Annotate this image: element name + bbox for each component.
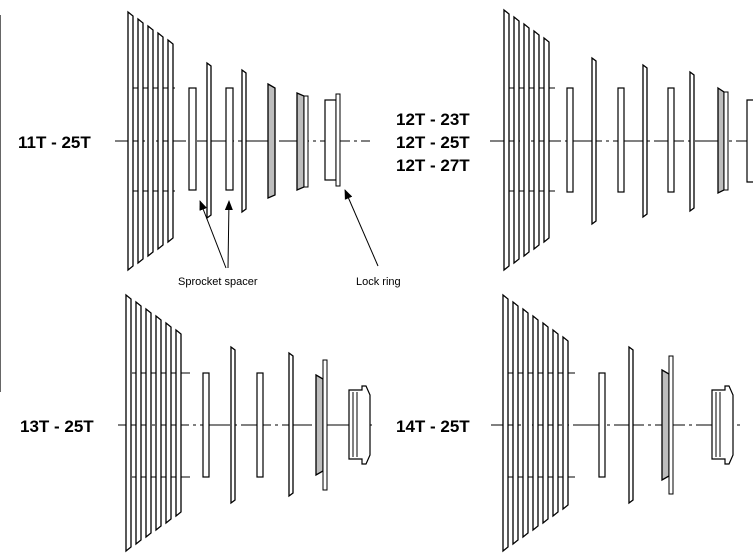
sprocket-ring-shaded bbox=[717, 86, 725, 195]
sprocket-ring bbox=[157, 31, 164, 251]
sprocket-ring bbox=[543, 36, 550, 244]
lock-ring-lip bbox=[335, 93, 341, 187]
sprocket-ring bbox=[522, 307, 529, 539]
panel-12t: 12T - 23T 12T - 25T 12T - 27T bbox=[396, 8, 753, 272]
sprocket-ring bbox=[642, 63, 648, 219]
lock-ring bbox=[324, 99, 337, 181]
sprocket-ring bbox=[322, 359, 328, 491]
sprocket-stack bbox=[125, 293, 371, 553]
sprocket-ring bbox=[542, 321, 549, 525]
callout-arrow bbox=[199, 200, 227, 269]
sprocket-spacer bbox=[598, 372, 606, 478]
range-label: 12T - 23T bbox=[396, 110, 470, 129]
panel-14t-25t: 14T - 25T bbox=[396, 293, 740, 553]
lock-ring-label: Lock ring bbox=[356, 276, 401, 288]
sprocket-ring bbox=[125, 293, 132, 553]
sprocket-stack bbox=[127, 10, 341, 272]
sprocket-spacer bbox=[256, 372, 264, 478]
sprocket-ring bbox=[206, 61, 212, 220]
sprocket-ring bbox=[175, 328, 182, 518]
sprocket-ring bbox=[165, 321, 172, 525]
sprocket-ring bbox=[552, 328, 559, 518]
sprocket-spacer bbox=[225, 87, 234, 191]
lock-ring bbox=[746, 99, 753, 183]
sprocket-ring bbox=[503, 8, 510, 272]
sprocket-ring bbox=[230, 345, 236, 505]
sprocket-ring bbox=[303, 95, 309, 188]
sprocket-ring bbox=[532, 314, 539, 532]
sprocket-ring bbox=[628, 345, 634, 505]
sprocket-ring bbox=[523, 22, 530, 258]
sprocket-spacer-label: Sprocket spacer bbox=[178, 276, 258, 288]
range-label: 14T - 25T bbox=[396, 417, 470, 436]
sprocket-spacer bbox=[667, 87, 675, 193]
sprocket-ring bbox=[137, 17, 144, 265]
sprocket-ring bbox=[288, 351, 294, 498]
sprocket-ring-shaded bbox=[315, 373, 324, 477]
range-label: 12T - 27T bbox=[396, 156, 470, 175]
sprocket-ring bbox=[668, 355, 674, 495]
sprocket-ring bbox=[147, 24, 154, 258]
sprocket-stack bbox=[502, 293, 734, 553]
sprocket-ring bbox=[135, 300, 142, 546]
sprocket-ring-shaded bbox=[661, 368, 670, 482]
lock-ring bbox=[348, 385, 371, 465]
sprocket-ring bbox=[241, 68, 247, 214]
sprocket-ring bbox=[533, 29, 540, 251]
callout-arrow bbox=[224, 200, 233, 269]
sprocket-spacer bbox=[617, 87, 625, 193]
sprocket-ring bbox=[723, 91, 729, 191]
sprocket-ring bbox=[689, 70, 695, 213]
panel-11t-25t: 11T - 25T Sprocket spacer Lock ring bbox=[18, 10, 401, 288]
sprocket-ring bbox=[127, 10, 134, 272]
sprocket-ring bbox=[145, 307, 152, 539]
sprocket-ring bbox=[512, 300, 519, 546]
sprocket-ring bbox=[502, 293, 509, 553]
range-label: 12T - 25T bbox=[396, 133, 470, 152]
sprocket-spacer bbox=[202, 372, 210, 478]
sprocket-ring-shaded bbox=[267, 82, 276, 199]
sprocket-ring bbox=[562, 335, 569, 511]
sprocket-ring bbox=[513, 15, 520, 265]
sprocket-ring bbox=[167, 38, 174, 244]
sprocket-ring bbox=[591, 56, 597, 226]
sprocket-stack bbox=[503, 8, 753, 272]
sprocket-spacer bbox=[188, 87, 197, 191]
sprocket-ring bbox=[155, 314, 162, 532]
callout-arrow bbox=[344, 189, 379, 267]
lock-ring bbox=[711, 385, 734, 465]
range-label: 13T - 25T bbox=[20, 417, 94, 436]
panel-13t-25t: 13T - 25T bbox=[20, 293, 372, 553]
sprocket-spacer bbox=[566, 87, 574, 193]
range-label: 11T - 25T bbox=[18, 133, 91, 152]
sprocket-ring-shaded bbox=[296, 92, 305, 191]
